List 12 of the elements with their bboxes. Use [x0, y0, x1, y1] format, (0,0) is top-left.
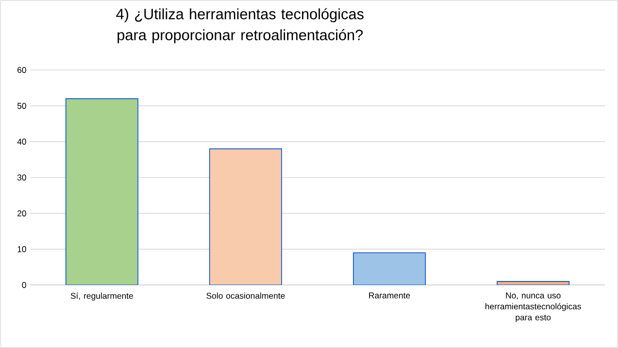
- y-tick-label: 30: [17, 174, 26, 180]
- x-tick-label: Sí, regularmente: [70, 292, 134, 301]
- y-tick-label: 50: [17, 102, 26, 109]
- y-tick-label: 60: [18, 67, 26, 73]
- x-tick-label: No, nunca uso herramientastecnológicas para esto: [485, 292, 582, 322]
- y-tick-label: 40: [17, 138, 26, 145]
- chart-title: 4) ¿Utiliza herramientas tecnológicas para proporcionar retroalimentación?: [116, 8, 364, 44]
- y-tick-label: 20: [17, 210, 26, 216]
- y-tick-label: 10: [18, 246, 26, 252]
- x-tick-label: Raramente: [369, 292, 410, 298]
- y-tick-label: 0: [22, 282, 26, 288]
- x-tick-label: Solo ocasionalmente: [206, 292, 285, 299]
